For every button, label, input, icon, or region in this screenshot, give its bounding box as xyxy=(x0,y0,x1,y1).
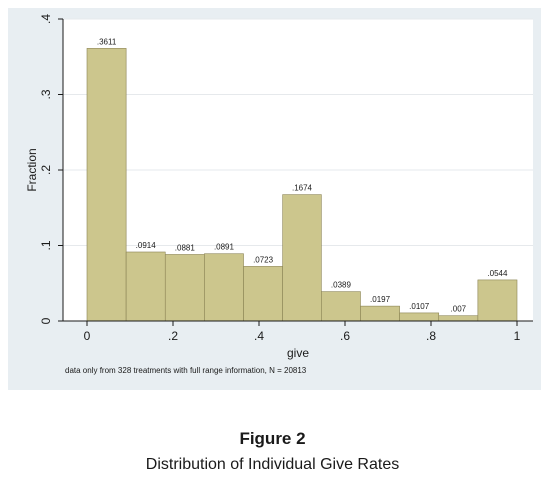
bar-9 xyxy=(438,315,479,322)
data-note: data only from 328 treatments with full … xyxy=(65,366,307,375)
y-tick-label-4: .4 xyxy=(39,14,53,24)
chart-panel: .3611 .0914 .0881 .0891 .0723 .1674 .0389 .0197… xyxy=(8,8,541,390)
ticks: 0 .1 .2 .3 .4 0 .2 .4 .6 .8 1 xyxy=(39,14,521,343)
data-label-5: .1674 xyxy=(292,184,313,193)
data-label-2: .0881 xyxy=(175,243,196,252)
y-tick-label-1: .1 xyxy=(39,240,53,250)
histogram-chart: .3611 .0914 .0881 .0891 .0723 .1674 .0389 .0197… xyxy=(25,14,533,375)
data-label-7: .0197 xyxy=(370,295,391,304)
bar-5 xyxy=(282,194,322,322)
data-labels: .3611 .0914 .0881 .0891 .0723 .1674 .0389 .0197… xyxy=(97,37,508,313)
x-tick-label-0: 0 xyxy=(84,329,91,343)
bar-10 xyxy=(477,279,518,322)
bars xyxy=(86,48,518,322)
figure-label: Figure 2 xyxy=(239,429,306,448)
y-tick-label-2: .2 xyxy=(39,165,53,175)
bar-0 xyxy=(86,48,127,322)
figure-title: Distribution of Individual Give Rates xyxy=(145,456,400,473)
y-tick-label-0: 0 xyxy=(39,317,53,324)
y-tick-label-3: .3 xyxy=(39,89,53,99)
bar-7 xyxy=(360,305,400,322)
x-tick-label-3: .6 xyxy=(340,329,350,343)
gridlines xyxy=(63,18,533,246)
data-label-9: .007 xyxy=(451,305,467,314)
bar-1 xyxy=(125,251,166,322)
x-tick-label-1: .2 xyxy=(168,329,178,343)
bar-6 xyxy=(321,291,361,322)
data-label-0: .3611 xyxy=(97,37,117,46)
bar-8 xyxy=(399,312,440,322)
data-label-1: .0914 xyxy=(136,241,157,250)
x-axis-title: give xyxy=(287,346,309,360)
x-tick-label-4: .8 xyxy=(426,329,436,343)
x-tick-label-5: 1 xyxy=(514,329,521,343)
data-label-10: .0544 xyxy=(487,269,508,278)
bar-3 xyxy=(204,253,244,322)
data-label-6: .0389 xyxy=(331,281,352,290)
bar-2 xyxy=(164,254,205,322)
data-label-8: .0107 xyxy=(409,302,430,311)
figure-caption: Figure 2 Distribution of Individual Give… xyxy=(0,428,545,476)
data-label-3: .0891 xyxy=(214,243,235,252)
y-axis-title: Fraction xyxy=(25,148,39,191)
data-label-4: .0723 xyxy=(253,255,274,264)
bar-4 xyxy=(243,266,283,322)
x-tick-label-2: .4 xyxy=(254,329,264,343)
